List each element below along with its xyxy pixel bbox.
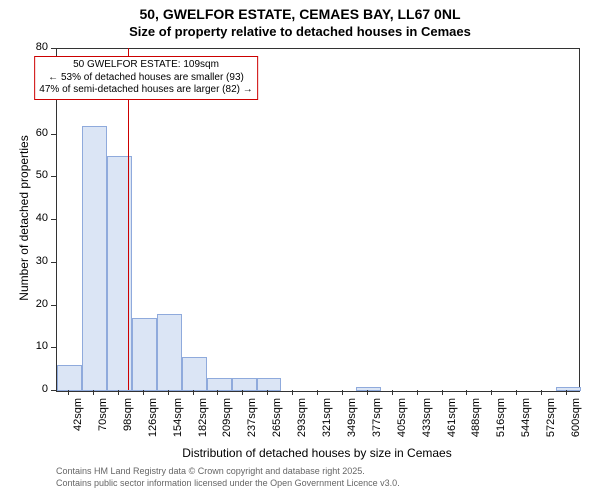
annotation-box: 50 GWELFOR ESTATE: 109sqm← 53% of detach… — [34, 56, 257, 100]
x-tick — [466, 390, 467, 395]
y-tick-label: 60 — [20, 127, 48, 139]
x-tick-label: 433sqm — [421, 398, 433, 452]
attribution-line2: Contains public sector information licen… — [56, 478, 400, 490]
x-tick — [118, 390, 119, 395]
histogram-bar — [182, 357, 207, 391]
histogram-bar — [257, 378, 282, 391]
x-tick-label: 321sqm — [321, 398, 333, 452]
histogram-bar — [57, 365, 82, 391]
y-tick-label: 30 — [20, 255, 48, 267]
y-tick — [51, 347, 56, 348]
annotation-line3: 47% of semi-detached houses are larger (… — [39, 84, 252, 97]
x-tick-label: 544sqm — [520, 398, 532, 452]
x-tick — [367, 390, 368, 395]
attribution-text: Contains HM Land Registry data © Crown c… — [56, 466, 400, 489]
plot-area — [56, 48, 580, 392]
x-tick — [193, 390, 194, 395]
y-tick — [51, 219, 56, 220]
x-tick-label: 209sqm — [221, 398, 233, 452]
x-tick-label: 126sqm — [147, 398, 159, 452]
y-tick — [51, 176, 56, 177]
x-tick-label: 154sqm — [172, 398, 184, 452]
x-tick — [93, 390, 94, 395]
x-tick-label: 42sqm — [72, 398, 84, 452]
x-tick — [168, 390, 169, 395]
x-tick-label: 377sqm — [371, 398, 383, 452]
x-tick-label: 237sqm — [246, 398, 258, 452]
histogram-bar — [132, 318, 157, 391]
y-tick — [51, 305, 56, 306]
y-tick — [51, 262, 56, 263]
x-tick-label: 293sqm — [296, 398, 308, 452]
x-tick — [392, 390, 393, 395]
y-tick-label: 40 — [20, 212, 48, 224]
x-tick — [566, 390, 567, 395]
y-tick-label: 20 — [20, 298, 48, 310]
x-tick — [516, 390, 517, 395]
histogram-bar — [232, 378, 257, 391]
x-tick-label: 405sqm — [396, 398, 408, 452]
histogram-bar — [207, 378, 232, 391]
annotation-line1: 50 GWELFOR ESTATE: 109sqm — [39, 59, 252, 72]
x-tick — [292, 390, 293, 395]
attribution-line1: Contains HM Land Registry data © Crown c… — [56, 466, 400, 478]
y-tick — [51, 48, 56, 49]
x-tick-label: 516sqm — [495, 398, 507, 452]
y-tick — [51, 134, 56, 135]
histogram-bar — [556, 387, 581, 391]
x-tick — [491, 390, 492, 395]
x-tick — [217, 390, 218, 395]
x-tick — [417, 390, 418, 395]
chart-root: 50, GWELFOR ESTATE, CEMAES BAY, LL67 0NL… — [0, 0, 600, 500]
chart-title-main: 50, GWELFOR ESTATE, CEMAES BAY, LL67 0NL — [0, 6, 600, 22]
x-tick — [143, 390, 144, 395]
chart-title-sub: Size of property relative to detached ho… — [0, 24, 600, 39]
x-tick-label: 70sqm — [97, 398, 109, 452]
x-tick-label: 461sqm — [446, 398, 458, 452]
histogram-bar — [82, 126, 107, 391]
y-tick-label: 80 — [20, 41, 48, 53]
x-tick — [242, 390, 243, 395]
x-tick-label: 349sqm — [346, 398, 358, 452]
annotation-line2: ← 53% of detached houses are smaller (93… — [39, 72, 252, 85]
y-tick-label: 0 — [20, 383, 48, 395]
x-tick-label: 600sqm — [570, 398, 582, 452]
x-tick-label: 182sqm — [197, 398, 209, 452]
y-tick-label: 50 — [20, 169, 48, 181]
x-tick-label: 265sqm — [271, 398, 283, 452]
x-tick-label: 488sqm — [470, 398, 482, 452]
x-tick — [267, 390, 268, 395]
y-tick-label: 10 — [20, 340, 48, 352]
x-tick — [68, 390, 69, 395]
x-tick — [317, 390, 318, 395]
x-tick — [342, 390, 343, 395]
x-tick-label: 98sqm — [122, 398, 134, 452]
x-tick-label: 572sqm — [545, 398, 557, 452]
histogram-bar — [157, 314, 182, 391]
histogram-bar — [356, 387, 381, 391]
x-tick — [442, 390, 443, 395]
y-tick — [51, 390, 56, 391]
x-tick — [541, 390, 542, 395]
